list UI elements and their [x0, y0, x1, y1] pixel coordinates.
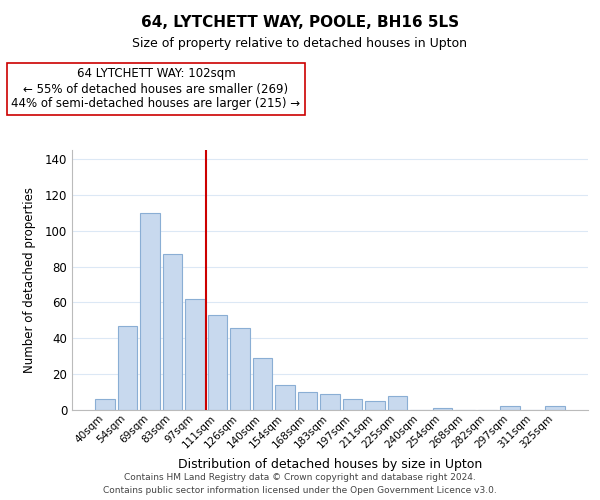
Text: Contains public sector information licensed under the Open Government Licence v3: Contains public sector information licen… [103, 486, 497, 495]
Bar [185, 299, 205, 410]
Bar [320, 394, 340, 410]
Y-axis label: Number of detached properties: Number of detached properties [23, 187, 37, 373]
Bar [545, 406, 565, 410]
Text: 64, LYTCHETT WAY, POOLE, BH16 5LS: 64, LYTCHETT WAY, POOLE, BH16 5LS [141, 15, 459, 30]
Text: 64 LYTCHETT WAY: 102sqm
← 55% of detached houses are smaller (269)
44% of semi-d: 64 LYTCHETT WAY: 102sqm ← 55% of detache… [11, 68, 301, 110]
Bar [298, 392, 317, 410]
Bar [343, 399, 362, 410]
Bar [208, 315, 227, 410]
Bar [163, 254, 182, 410]
Text: Size of property relative to detached houses in Upton: Size of property relative to detached ho… [133, 38, 467, 51]
Bar [388, 396, 407, 410]
Bar [253, 358, 272, 410]
Bar [433, 408, 452, 410]
Bar [118, 326, 137, 410]
Bar [275, 385, 295, 410]
Bar [500, 406, 520, 410]
Text: Contains HM Land Registry data © Crown copyright and database right 2024.: Contains HM Land Registry data © Crown c… [124, 474, 476, 482]
Bar [230, 328, 250, 410]
Bar [140, 213, 160, 410]
X-axis label: Distribution of detached houses by size in Upton: Distribution of detached houses by size … [178, 458, 482, 471]
Bar [95, 399, 115, 410]
Bar [365, 401, 385, 410]
